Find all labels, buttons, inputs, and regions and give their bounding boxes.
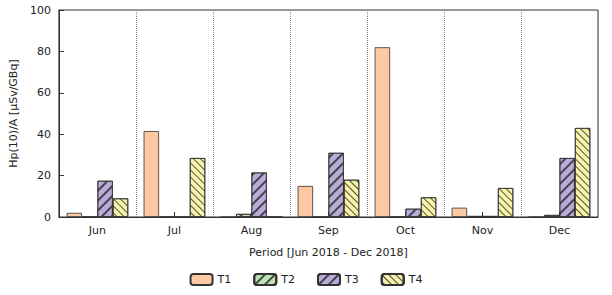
svg-text:Hp(10)/A [µSv/GBq]: Hp(10)/A [µSv/GBq] [7,59,20,167]
svg-text:0: 0 [44,211,51,224]
svg-text:Dec: Dec [549,224,570,237]
svg-text:T2: T2 [280,273,295,286]
svg-text:100: 100 [30,4,51,17]
svg-text:T4: T4 [408,273,423,286]
svg-text:Oct: Oct [396,224,416,237]
svg-text:Aug: Aug [241,224,262,237]
svg-text:Sep: Sep [318,224,339,237]
svg-text:20: 20 [37,169,51,182]
svg-text:60: 60 [37,86,51,99]
svg-text:40: 40 [37,128,51,141]
svg-text:Period [Jun 2018 - Dec 2018]: Period [Jun 2018 - Dec 2018] [249,246,408,259]
svg-text:T1: T1 [217,273,232,286]
svg-text:T3: T3 [344,273,359,286]
svg-text:80: 80 [37,45,51,58]
svg-text:Jun: Jun [88,224,106,237]
svg-text:Nov: Nov [472,224,494,237]
svg-text:Jul: Jul [167,224,181,237]
